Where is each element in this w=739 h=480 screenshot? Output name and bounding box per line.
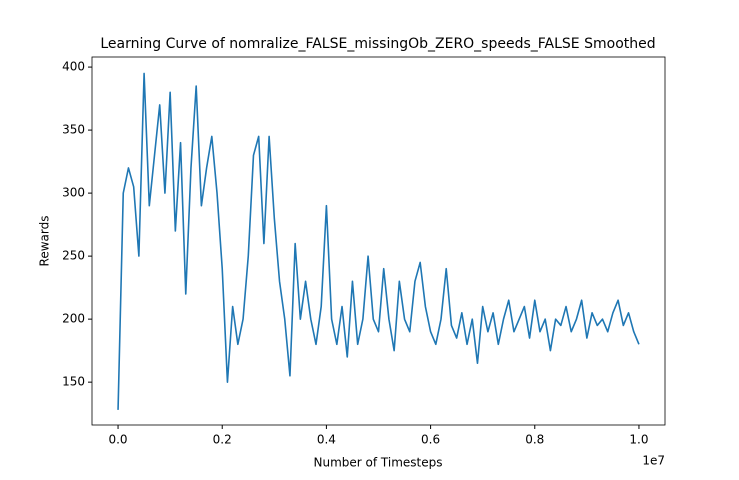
x-axis-label: Number of Timesteps xyxy=(314,456,443,470)
x-tick-label: 0.0 xyxy=(108,433,127,447)
x-tick-label: 1.0 xyxy=(629,433,648,447)
y-tick-label: 200 xyxy=(62,312,85,326)
chart-title: Learning Curve of nomralize_FALSE_missin… xyxy=(100,36,655,52)
plot-frame xyxy=(91,56,666,426)
y-tick-label: 250 xyxy=(62,249,85,263)
x-tick-label: 0.4 xyxy=(317,433,336,447)
y-tick-label: 350 xyxy=(62,123,85,137)
y-tick-label: 400 xyxy=(62,60,85,74)
x-tick-label: 0.6 xyxy=(421,433,440,447)
y-tick-label: 150 xyxy=(62,375,85,389)
y-axis-label: Rewards xyxy=(38,216,52,267)
x-tick-label: 0.2 xyxy=(213,433,232,447)
y-tick-label: 300 xyxy=(62,186,85,200)
x-offset-label: 1e7 xyxy=(642,454,665,468)
line-series xyxy=(117,72,640,410)
x-tick-label: 0.8 xyxy=(525,433,544,447)
